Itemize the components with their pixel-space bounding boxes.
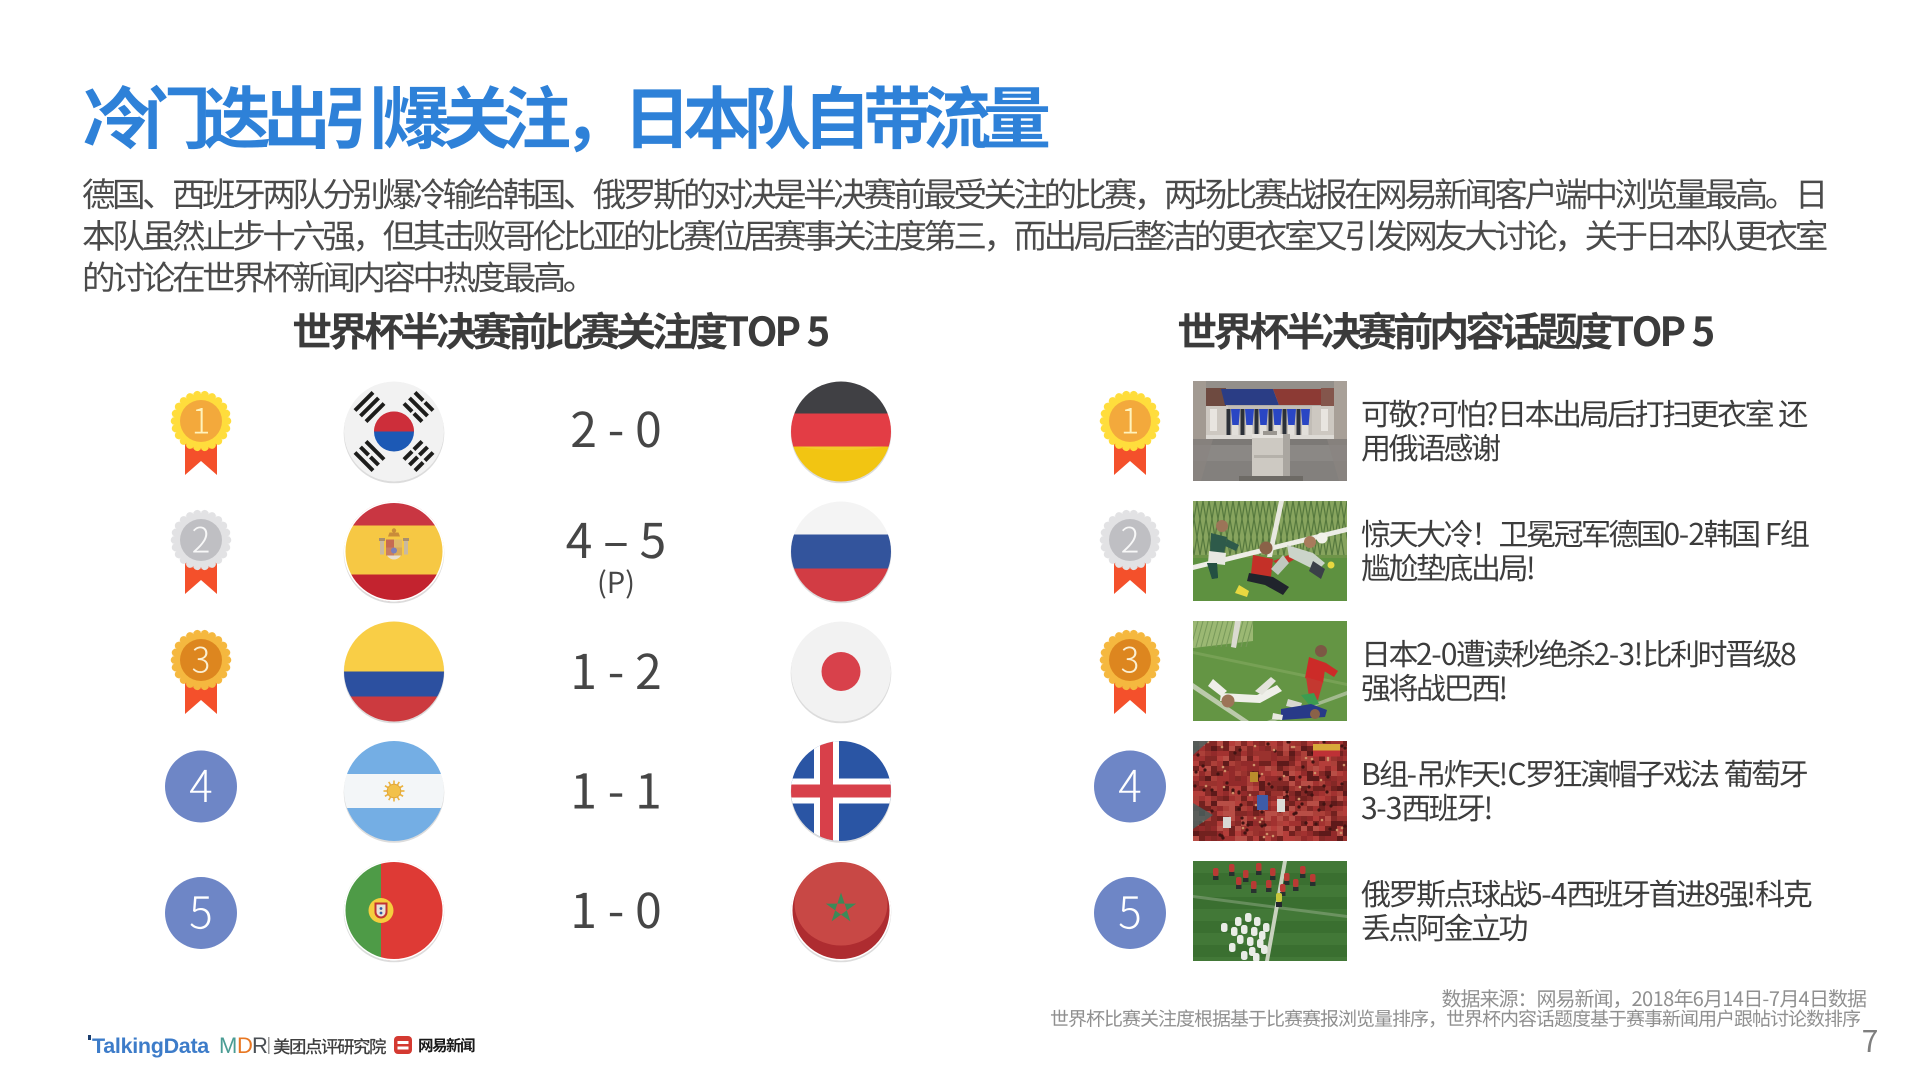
- svg-text:TalkingData: TalkingData: [92, 1034, 210, 1058]
- svg-text:D: D: [237, 1033, 253, 1058]
- svg-text:R: R: [252, 1033, 268, 1058]
- svg-text:M: M: [219, 1033, 237, 1058]
